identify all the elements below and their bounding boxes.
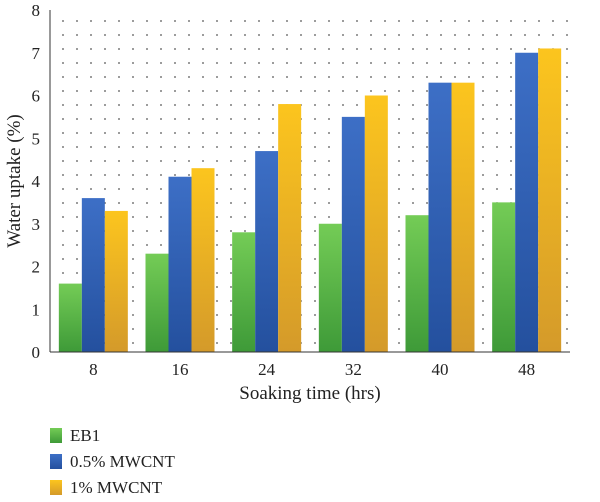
x-tick-label: 40 <box>432 360 449 379</box>
plot-grid <box>50 10 570 352</box>
bar-eb1-40 <box>405 215 429 352</box>
bar-1-mwcnt-8 <box>104 210 128 352</box>
y-axis-title: Water uptake (%) <box>4 114 25 248</box>
legend-label: EB1 <box>70 426 100 445</box>
bar-1-mwcnt-48 <box>538 48 562 352</box>
y-tick-label: 6 <box>32 87 41 106</box>
bars-group <box>58 48 562 353</box>
y-tick-label: 5 <box>32 129 41 148</box>
bar-0-5-mwcnt-8 <box>81 198 105 352</box>
y-tick-label: 1 <box>32 300 41 319</box>
legend-swatch <box>50 454 62 469</box>
y-tick-label: 3 <box>32 215 41 234</box>
bar-eb1-48 <box>492 202 516 352</box>
bar-eb1-32 <box>318 223 342 352</box>
legend-swatch <box>50 428 62 443</box>
y-tick-label: 7 <box>32 44 41 63</box>
bar-1-mwcnt-32 <box>364 95 388 352</box>
x-axis-title: Soaking time (hrs) <box>239 383 380 404</box>
bar-eb1-8 <box>58 283 82 352</box>
bar-eb1-16 <box>145 253 169 352</box>
x-tick-label: 16 <box>172 360 189 379</box>
bar-1-mwcnt-40 <box>451 82 475 353</box>
y-tick-label: 8 <box>32 1 41 20</box>
x-tick-label: 32 <box>345 360 362 379</box>
legend-swatch <box>50 480 62 495</box>
y-tick-label: 0 <box>32 343 41 362</box>
legend: EB1 0.5% MWCNT 1% MWCNT <box>50 426 175 497</box>
bar-0-5-mwcnt-32 <box>341 116 365 352</box>
x-tick-label: 8 <box>89 360 98 379</box>
legend-label: 1% MWCNT <box>70 478 163 497</box>
x-tick-label: 48 <box>518 360 535 379</box>
bar-1-mwcnt-16 <box>191 168 215 352</box>
bar-0-5-mwcnt-16 <box>168 176 192 352</box>
bar-0-5-mwcnt-40 <box>428 82 452 353</box>
x-tick-labels: 8 16 24 32 40 48 <box>89 360 535 379</box>
y-tick-label: 2 <box>32 258 41 277</box>
y-tick-labels: 0 1 2 3 4 5 6 7 8 <box>32 1 41 362</box>
y-tick-label: 4 <box>32 172 41 191</box>
legend-label: 0.5% MWCNT <box>70 452 175 471</box>
bar-eb1-24 <box>232 232 256 352</box>
bar-1-mwcnt-24 <box>278 104 302 352</box>
x-tick-label: 24 <box>258 360 276 379</box>
bar-0-5-mwcnt-48 <box>515 52 539 352</box>
bar-0-5-mwcnt-24 <box>255 151 279 352</box>
